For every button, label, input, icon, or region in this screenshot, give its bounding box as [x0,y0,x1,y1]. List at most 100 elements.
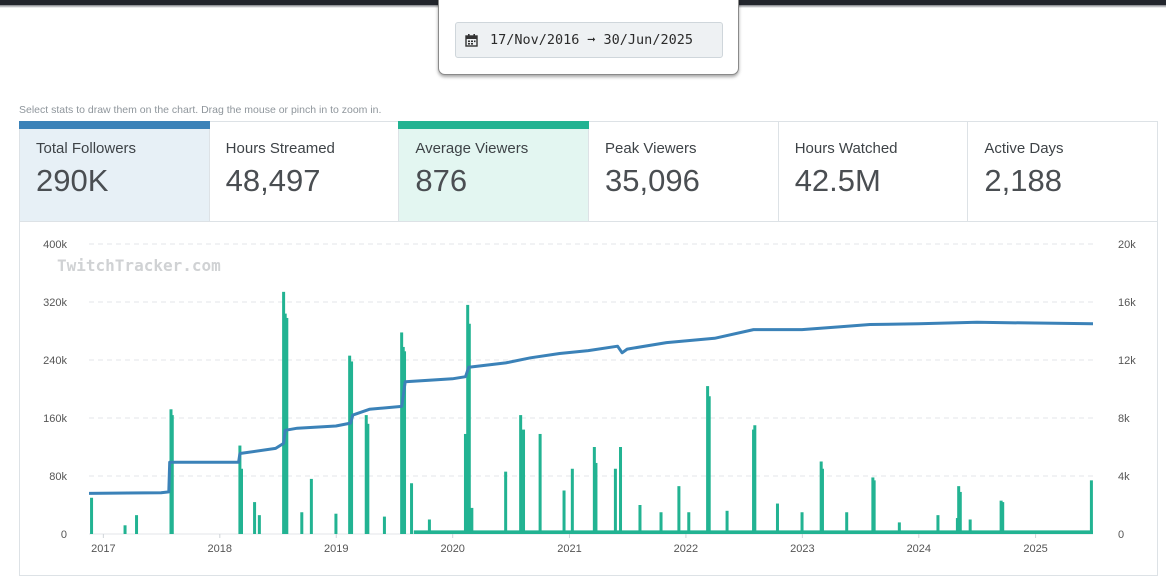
viewers-bar [282,291,286,534]
viewers-bar [410,483,414,534]
x-tick-label: 2021 [557,543,581,555]
viewers-bar [283,313,287,534]
stat-value: 48,497 [225,163,321,198]
viewers-bar [463,433,467,534]
y-left-tick-label: 0 [61,529,67,541]
x-tick-label: 2022 [674,543,698,555]
y-right-tick-label: 8k [1118,413,1130,425]
viewers-bar [522,429,526,534]
stat-label: Average Viewers [415,140,529,157]
stat-label: Peak Viewers [605,140,697,157]
date-range-panel: 17/Nov/2016 ➞ 30/Jun/2025 [438,0,739,75]
x-tick-label: 2019 [324,543,348,555]
stat-tile-peak-viewers[interactable]: Peak Viewers 35,096 [589,122,779,221]
viewers-bar [400,332,404,534]
viewers-bar [334,513,338,534]
y-right-tick-label: 16k [1118,297,1136,309]
viewers-bar [707,396,711,534]
viewers-bar [350,361,354,534]
viewers-bar [968,519,972,534]
viewers-bar [936,515,940,534]
viewers-bar [403,351,407,534]
stat-value: 290K [36,163,109,198]
viewers-bar [238,445,242,534]
watermark: TwitchTracker.com [57,256,221,275]
viewers-bar [725,510,729,534]
followers-line [88,320,1094,495]
viewers-bar [285,317,289,534]
x-tick-label: 2023 [790,543,814,555]
stat-label: Hours Streamed [225,140,335,157]
viewers-bar [897,522,901,534]
viewers-bar [638,505,642,534]
stat-tile-hours-streamed[interactable]: Hours Streamed 48,497 [209,122,400,221]
viewers-bar [687,512,691,534]
date-range-picker[interactable]: 17/Nov/2016 ➞ 30/Jun/2025 [455,22,723,58]
followers-viewers-chart[interactable]: 0 0 80k 4k 160k 8k 240k 12k 320k 16k 400k 20k 2017 20… [20,222,1159,576]
viewers-bar [592,447,596,534]
viewers-bar [706,386,710,534]
viewers-bar [257,515,261,534]
viewers-bar [504,471,508,534]
viewers-bar [619,447,623,534]
viewers-bar [872,480,876,534]
viewers-bar [677,486,681,534]
calendar-icon [465,33,478,47]
stat-tile-active-days[interactable]: Active Days 2,188 [968,122,1159,221]
viewers-bar [135,515,139,534]
viewers-bar [957,486,961,534]
viewers-bar [123,525,127,534]
viewers-bar [800,512,804,534]
viewers-bar [309,478,313,534]
stat-value: 42.5M [794,163,881,198]
stat-label: Active Days [984,140,1064,157]
viewers-bar [90,497,94,534]
stats-tiles: Total Followers 290K Hours Streamed 48,4… [19,121,1159,222]
viewers-bar [239,468,243,534]
stat-value: 876 [415,163,468,198]
viewers-bar [613,468,617,534]
chart-hint: Select stats to draw them on the chart. … [19,104,382,116]
chart-container[interactable]: 0 0 80k 4k 160k 8k 240k 12k 320k 16k 400k 20k 2017 20… [19,222,1158,576]
viewers-baseline [413,530,1093,534]
viewers-bar [1001,502,1005,534]
y-right-tick-label: 0 [1118,529,1124,541]
viewers-bar [466,304,470,534]
viewers-bar [300,512,304,534]
viewers-bar [999,500,1003,534]
y-left-tick-label: 80k [49,471,67,483]
viewers-bar [659,512,663,534]
viewers-bar [570,468,574,534]
viewers-bar [519,415,523,534]
viewers-bar [845,512,849,534]
viewers-bar [253,502,257,534]
y-left-tick-label: 160k [43,413,67,425]
x-tick-label: 2020 [440,543,464,555]
viewers-bar [364,415,368,534]
stat-tile-total-followers[interactable]: Total Followers 290K [19,121,210,221]
stat-label: Total Followers [36,140,137,157]
date-end: 30/Jun/2025 [603,32,693,48]
viewers-bar [470,507,474,534]
y-right-tick-label: 20k [1118,239,1136,251]
viewers-bar [170,415,174,534]
viewers-bar [820,468,824,534]
selection-bar [19,121,210,129]
y-left-tick-label: 240k [43,355,67,367]
viewers-bar [753,425,757,534]
stat-value: 2,188 [984,163,1062,198]
viewers-bar [562,490,566,534]
stat-tile-hours-watched[interactable]: Hours Watched 42.5M [778,122,969,221]
viewers-bar [594,462,598,534]
stat-value: 35,096 [605,163,700,198]
viewers-bar [467,323,471,534]
date-start: 17/Nov/2016 [490,32,580,48]
viewers-bar [538,433,542,534]
x-tick-label: 2024 [907,543,931,555]
x-tick-label: 2018 [208,543,232,555]
viewers-bar [775,503,779,534]
x-tick-label: 2025 [1023,543,1047,555]
arrow-right-icon: ➞ [587,32,596,48]
viewers-bar [348,355,352,534]
stat-tile-average-viewers[interactable]: Average Viewers 876 [398,121,590,221]
